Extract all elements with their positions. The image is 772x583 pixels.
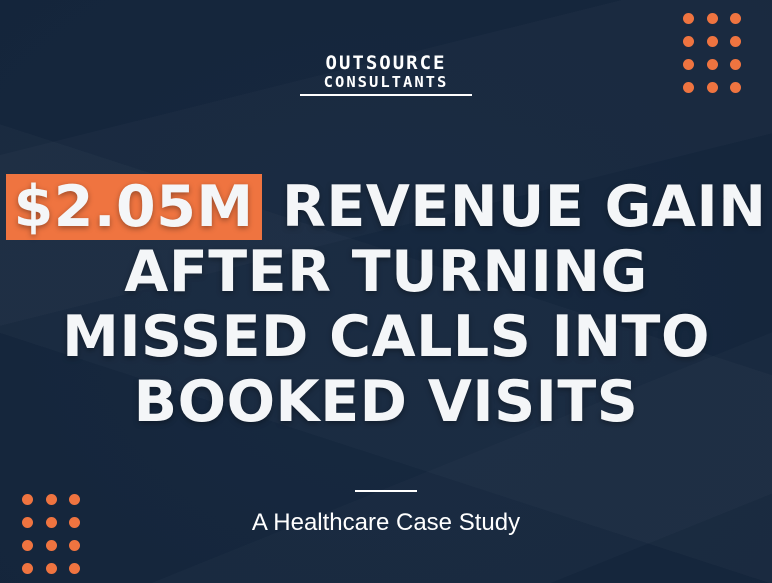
headline-line1: REVENUE GAIN [261,174,767,240]
logo-underline [300,94,472,96]
headline-highlight: $2.05M [5,174,262,240]
divider [355,490,417,492]
decorative-dots-top-right [683,13,741,93]
headline: $2.05M REVENUE GAIN AFTER TURNING MISSED… [0,174,772,435]
company-logo: OUTSOURCE CONSULTANTS [300,53,472,96]
headline-line3: MISSED CALLS INTO [62,304,710,370]
subtitle: A Healthcare Case Study [251,509,521,536]
headline-line2: AFTER TURNING [124,239,648,305]
headline-line4: BOOKED VISITS [133,369,639,435]
logo-line2: CONSULTANTS [323,73,449,91]
decorative-dots-bottom-left [22,494,80,574]
logo-line1: OUTSOURCE [325,52,447,74]
